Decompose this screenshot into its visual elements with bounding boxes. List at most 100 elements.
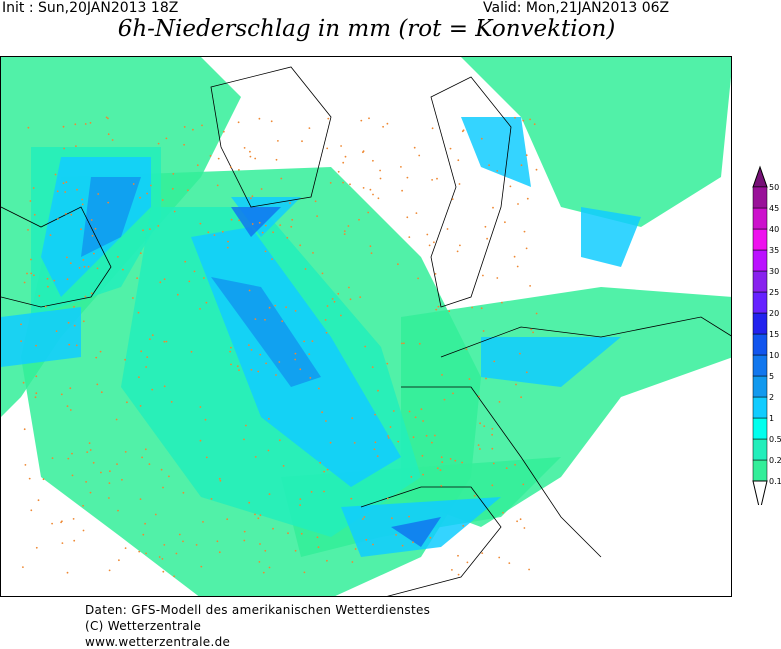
convection-dot [30,509,33,512]
convection-dot [109,470,111,473]
convection-dot [417,277,419,280]
convection-dot [436,177,438,180]
convection-dot [144,448,147,451]
coastline [1,206,112,308]
convection-dot [459,244,461,247]
convection-dot [238,219,241,222]
convection-dot [73,324,76,327]
footer-source: Daten: GFS-Modell des amerikanischen Wet… [85,603,431,617]
convection-dot [349,298,352,301]
footer-url: www.wetterzentrale.de [85,635,231,649]
colorbar-segment [752,312,768,335]
convection-dot [362,518,364,520]
convection-dot [92,461,95,464]
convection-dot [268,493,271,495]
convection-dot [532,331,534,334]
convection-dot [163,385,166,388]
convection-dot [406,216,409,219]
colorbar-segment [752,207,768,230]
convection-dot [483,425,486,427]
precip-area [391,517,441,547]
convection-dot [465,348,468,351]
convection-dot [387,437,390,439]
convection-dot [81,203,84,206]
convection-dot [249,150,251,153]
convection-dot [492,462,495,465]
convection-dot [63,147,65,150]
convection-dot [498,401,501,403]
convection-dot [230,363,232,366]
convection-dot [373,448,376,451]
convection-dot [435,308,438,311]
convection-dot [362,187,365,189]
convection-dot [249,155,252,158]
convection-dot [183,126,186,128]
convection-dot [67,457,70,460]
convection-dot [389,426,392,428]
convection-dot [218,551,221,554]
convection-dot [243,539,246,542]
convection-dot [491,484,494,487]
convection-dot [95,356,98,359]
convection-dot [326,147,329,150]
convection-dot [516,265,519,268]
convection-dot [69,387,72,390]
convection-dot [370,252,373,255]
convection-dot [265,362,267,365]
convection-dot [496,277,499,279]
colorbar-segment [752,228,768,251]
convection-dot [199,222,202,225]
convection-dot [480,307,483,310]
convection-dot [321,411,323,414]
convection-dot [203,277,205,279]
convection-dot [210,498,213,500]
convection-dot [529,118,531,121]
convection-dot [75,145,77,147]
colorbar-label: 25 [769,288,779,297]
convection-dot [124,547,127,549]
convection-dot [486,237,488,240]
convection-dot [257,370,260,373]
convection-dot [261,231,264,234]
convection-dot [420,408,423,411]
convection-dot [124,358,126,361]
convection-dot [20,340,22,342]
colorbar-label: 15 [769,330,779,339]
convection-dot [325,331,328,334]
convection-dot [139,498,142,500]
convection-dot [272,527,274,530]
convection-dot [525,371,528,374]
convection-dot [281,320,284,323]
convection-dot [441,461,444,463]
convection-dot [264,250,267,253]
convection-dot [277,140,279,142]
colorbar-segment [752,459,768,482]
convection-dot [318,387,320,390]
convection-dot [80,228,82,231]
convection-dot [410,476,413,478]
convection-dot [468,378,471,380]
convection-dot [515,383,517,386]
convection-dot [502,511,504,514]
convection-dot [508,562,511,564]
precip-area [231,207,281,237]
colorbar-label: 30 [769,267,779,276]
convection-dot [55,330,58,332]
convection-dot [108,482,111,484]
convection-dot [163,544,166,546]
colorbar-label: 1 [769,414,774,423]
convection-dot [182,491,185,494]
convection-dot [368,117,370,120]
map-title: 6h-Niederschlag in mm (rot = Konvektion) [117,16,616,42]
convection-dot [27,126,30,129]
convection-dot [251,223,254,225]
colorbar-label: 40 [769,225,779,234]
convection-dot [176,293,179,296]
convection-dot [268,566,271,569]
convection-dot [421,454,424,457]
convection-dot [66,405,69,407]
convection-dot [303,340,305,343]
convection-dot [372,193,374,196]
convection-dot [96,383,99,386]
convection-dot [395,534,397,536]
